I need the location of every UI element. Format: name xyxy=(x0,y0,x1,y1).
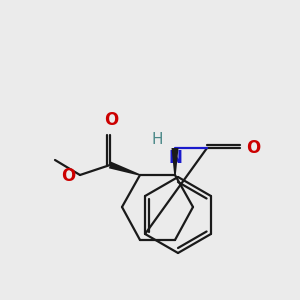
Text: O: O xyxy=(246,139,260,157)
Polygon shape xyxy=(172,148,178,175)
Text: N: N xyxy=(168,149,182,167)
Text: H: H xyxy=(152,133,163,148)
Polygon shape xyxy=(109,162,140,176)
Text: O: O xyxy=(61,167,75,185)
Text: O: O xyxy=(104,111,118,129)
